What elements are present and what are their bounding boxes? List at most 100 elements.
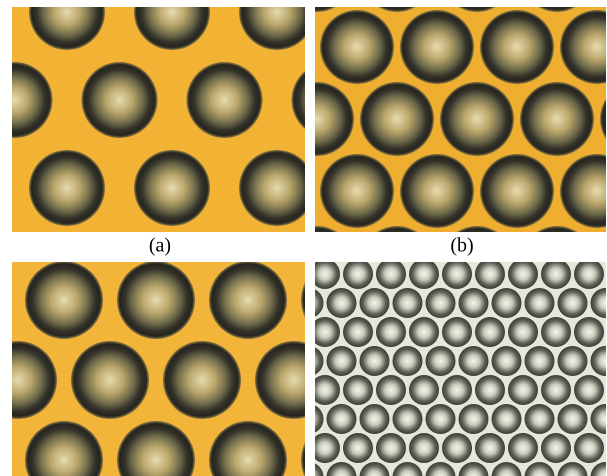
panel-a-image [12, 7, 305, 232]
droplet [475, 375, 505, 405]
droplet [508, 375, 538, 405]
droplet [209, 421, 287, 476]
droplet [392, 462, 423, 476]
droplet [557, 404, 588, 434]
droplet [541, 433, 571, 463]
droplet [590, 288, 606, 318]
droplet [209, 262, 287, 339]
droplet [425, 462, 456, 476]
droplet [315, 7, 336, 12]
droplet [475, 317, 505, 347]
droplet [524, 346, 555, 376]
droplet [29, 7, 105, 50]
droplet [81, 62, 158, 138]
droplet [376, 262, 406, 289]
droplet [508, 317, 538, 347]
droplet [320, 154, 394, 228]
droplet [163, 341, 241, 419]
droplet [326, 288, 357, 318]
droplet [186, 62, 263, 138]
panel-label: (b) [450, 235, 473, 257]
droplet [400, 154, 474, 228]
droplet [359, 462, 390, 476]
droplet [590, 404, 606, 434]
droplet [360, 82, 434, 156]
droplet [440, 82, 514, 156]
droplet [409, 375, 439, 405]
droplet [359, 288, 390, 318]
droplet [117, 421, 195, 476]
droplet [541, 317, 571, 347]
droplet [590, 346, 606, 376]
droplet [25, 421, 103, 476]
droplet [491, 404, 522, 434]
droplet [524, 404, 555, 434]
droplet [442, 433, 472, 463]
droplet [0, 261, 11, 339]
droplet [392, 346, 423, 376]
droplet [378, 7, 416, 12]
droplet [359, 404, 390, 434]
droplet [425, 288, 456, 318]
droplet [492, 230, 522, 260]
droplet [536, 226, 578, 232]
droplet [508, 262, 538, 289]
droplet [557, 288, 588, 318]
droplet [12, 341, 57, 419]
droplet [425, 404, 456, 434]
droplet [574, 317, 604, 347]
droplet [524, 288, 555, 318]
droplet [508, 433, 538, 463]
droplet [475, 433, 505, 463]
droplet [400, 10, 474, 84]
droplet [315, 463, 324, 476]
droplet [343, 375, 373, 405]
droplet [525, 230, 555, 260]
droplet [117, 262, 195, 339]
droplet [425, 346, 456, 376]
droplet [12, 62, 53, 138]
droplet [359, 346, 390, 376]
droplet [600, 98, 606, 140]
droplet [475, 262, 505, 289]
droplet [71, 341, 149, 419]
droplet [376, 375, 406, 405]
droplet [343, 317, 373, 347]
droplet [239, 150, 305, 226]
droplet [255, 341, 305, 419]
droplet [320, 10, 394, 84]
droplet [558, 230, 588, 260]
droplet [343, 262, 373, 289]
droplet [29, 150, 105, 226]
droplet [301, 442, 305, 476]
droplet [442, 262, 472, 289]
droplet [134, 7, 210, 50]
droplet [557, 462, 588, 476]
droplet [315, 289, 324, 317]
droplet [574, 262, 604, 289]
droplet [480, 10, 554, 84]
droplet [326, 346, 357, 376]
droplet [442, 317, 472, 347]
droplet [315, 262, 340, 289]
droplet [315, 405, 324, 433]
droplet [458, 288, 489, 318]
droplet [458, 7, 496, 12]
droplet [301, 282, 305, 318]
droplet [327, 230, 357, 260]
droplet [239, 7, 305, 50]
droplet [393, 230, 423, 260]
droplet [560, 154, 606, 228]
droplet [343, 433, 373, 463]
droplet [491, 346, 522, 376]
panel-b-image [315, 7, 606, 232]
droplet [326, 462, 357, 476]
droplet [315, 82, 354, 156]
droplet [376, 226, 418, 232]
droplet [315, 226, 338, 232]
droplet [409, 317, 439, 347]
droplet [541, 375, 571, 405]
droplet [360, 230, 390, 260]
droplet [315, 433, 340, 463]
